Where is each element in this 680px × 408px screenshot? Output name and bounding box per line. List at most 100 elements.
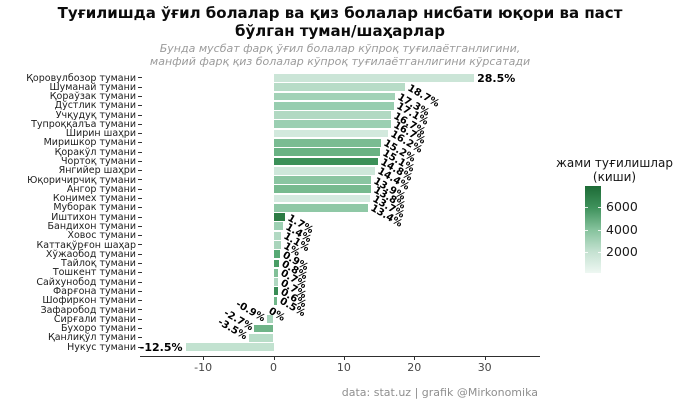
y-axis-label: Фарғона тумани <box>52 285 136 297</box>
y-axis-label: Иштихон тумани <box>51 211 136 223</box>
bar <box>185 343 274 351</box>
bar-value-label: 28.5% <box>477 71 516 85</box>
bar <box>273 83 406 92</box>
y-axis-label: Ангор тумани <box>66 183 136 195</box>
y-axis-tick <box>137 123 142 125</box>
y-axis-tick <box>137 207 142 209</box>
y-axis-label: Сирғали тумани <box>53 313 136 325</box>
y-axis-tick <box>137 318 142 320</box>
y-axis-tick <box>137 198 142 200</box>
y-axis-label: Зафаробод тумани <box>40 304 137 316</box>
y-axis-label: Хўжаобод тумани <box>45 248 136 260</box>
bar <box>273 296 278 305</box>
bar <box>273 92 396 101</box>
y-axis-label: Қораўзак тумани <box>49 91 136 103</box>
y-axis-tick <box>137 77 142 79</box>
bar <box>273 278 279 286</box>
y-axis-label: Шофиркон тумани <box>42 295 136 307</box>
y-axis-tick <box>137 235 142 237</box>
y-axis-tick <box>137 327 142 329</box>
bar <box>273 176 372 184</box>
x-tick <box>414 357 416 360</box>
y-axis-label: Каттақўрғон шаҳар <box>36 239 137 251</box>
y-axis-label: Чортоқ тумани <box>61 156 136 168</box>
x-tick <box>273 357 275 360</box>
bar <box>273 148 380 157</box>
bar <box>273 129 388 138</box>
y-axis-tick <box>137 272 142 274</box>
y-axis-label: Юқоричирчиқ тумани <box>27 174 136 186</box>
bar <box>273 166 375 175</box>
legend-colorbar <box>585 186 601 273</box>
bar <box>273 194 370 203</box>
colorbar-notch <box>598 229 601 231</box>
y-axis-label: Қоровулбозор тумани <box>26 72 136 84</box>
y-axis-label: Қоракўл тумани <box>54 146 136 158</box>
y-axis-tick <box>137 337 142 339</box>
chart-subtitle-line1: Бунда мусбат фарқ ўғил болалар кўпроқ ту… <box>159 42 521 55</box>
y-axis-tick <box>137 346 142 348</box>
x-tick-label: 10 <box>336 361 351 374</box>
y-axis-tick <box>137 95 142 97</box>
y-axis-tick <box>137 151 142 153</box>
x-tick-label: 20 <box>407 361 422 374</box>
y-axis-tick <box>137 86 142 88</box>
y-axis-label: Миришкор тумани <box>43 137 136 149</box>
colorbar-notch <box>585 229 588 231</box>
bar <box>273 241 281 249</box>
y-axis-label: Бандихон тумани <box>47 220 137 232</box>
legend-title-line2: (киши) <box>592 170 637 184</box>
legend-tick-label: 4000 <box>606 221 638 237</box>
colorbar-notch <box>585 207 588 208</box>
y-axis-label: Бухоро тумани <box>61 323 136 335</box>
bar <box>273 120 392 129</box>
bar-value-label: -12.5% <box>139 340 183 354</box>
y-axis-tick <box>137 179 142 181</box>
y-axis-tick <box>137 188 142 190</box>
colorbar-notch <box>598 252 601 253</box>
x-tick <box>484 357 486 360</box>
bar <box>273 203 368 212</box>
y-axis-tick <box>137 216 142 218</box>
chart-title: Туғилишда ўғил болалар ва қиз болалар ни… <box>57 4 623 40</box>
chart-subtitle-line2: манфий фарқ қиз болалар кўпроқ туғилаётг… <box>149 55 531 68</box>
x-tick-label: 30 <box>477 361 492 374</box>
y-axis-label: Сайхунобод тумани <box>36 276 136 288</box>
y-axis-label: Ширин шаҳри <box>65 128 136 140</box>
y-axis-tick <box>137 105 142 107</box>
bar <box>273 222 284 231</box>
y-axis-tick <box>137 225 142 227</box>
legend-tick-label: 6000 <box>606 199 638 214</box>
x-tick-label: -10 <box>194 361 213 374</box>
y-axis-tick <box>137 253 142 255</box>
y-axis-tick <box>137 114 142 116</box>
legend-title-line1: жами туғилишлар <box>556 156 673 170</box>
legend-tick-label: 2000 <box>606 244 638 259</box>
bar <box>267 315 274 324</box>
y-axis-label: Янгийер шаҳри <box>58 165 136 177</box>
y-axis-tick <box>137 290 142 292</box>
y-axis-tick <box>137 160 142 162</box>
y-axis-tick <box>137 281 142 283</box>
bar <box>273 268 279 277</box>
x-tick <box>203 357 205 360</box>
colorbar-notch <box>598 207 601 208</box>
y-axis-label: Нукус тумани <box>67 341 136 353</box>
bar <box>273 259 280 268</box>
y-axis-label: Тайлоқ тумани <box>61 258 136 270</box>
y-axis-label: Шуманай тумани <box>49 81 136 93</box>
bar <box>254 324 274 333</box>
bar <box>273 250 280 259</box>
y-axis-tick <box>137 142 142 144</box>
y-axis-label: Учқудуқ тумани <box>55 109 136 121</box>
y-axis-tick <box>137 133 142 135</box>
bar <box>273 111 392 119</box>
y-axis-label: Муборак тумани <box>53 202 136 214</box>
bar <box>273 157 378 166</box>
bar <box>273 138 381 147</box>
y-axis-tick <box>137 244 142 246</box>
y-axis-label: Қанлиқўл тумани <box>47 332 136 344</box>
y-axis-tick <box>137 263 142 264</box>
y-axis-tick <box>137 300 142 302</box>
